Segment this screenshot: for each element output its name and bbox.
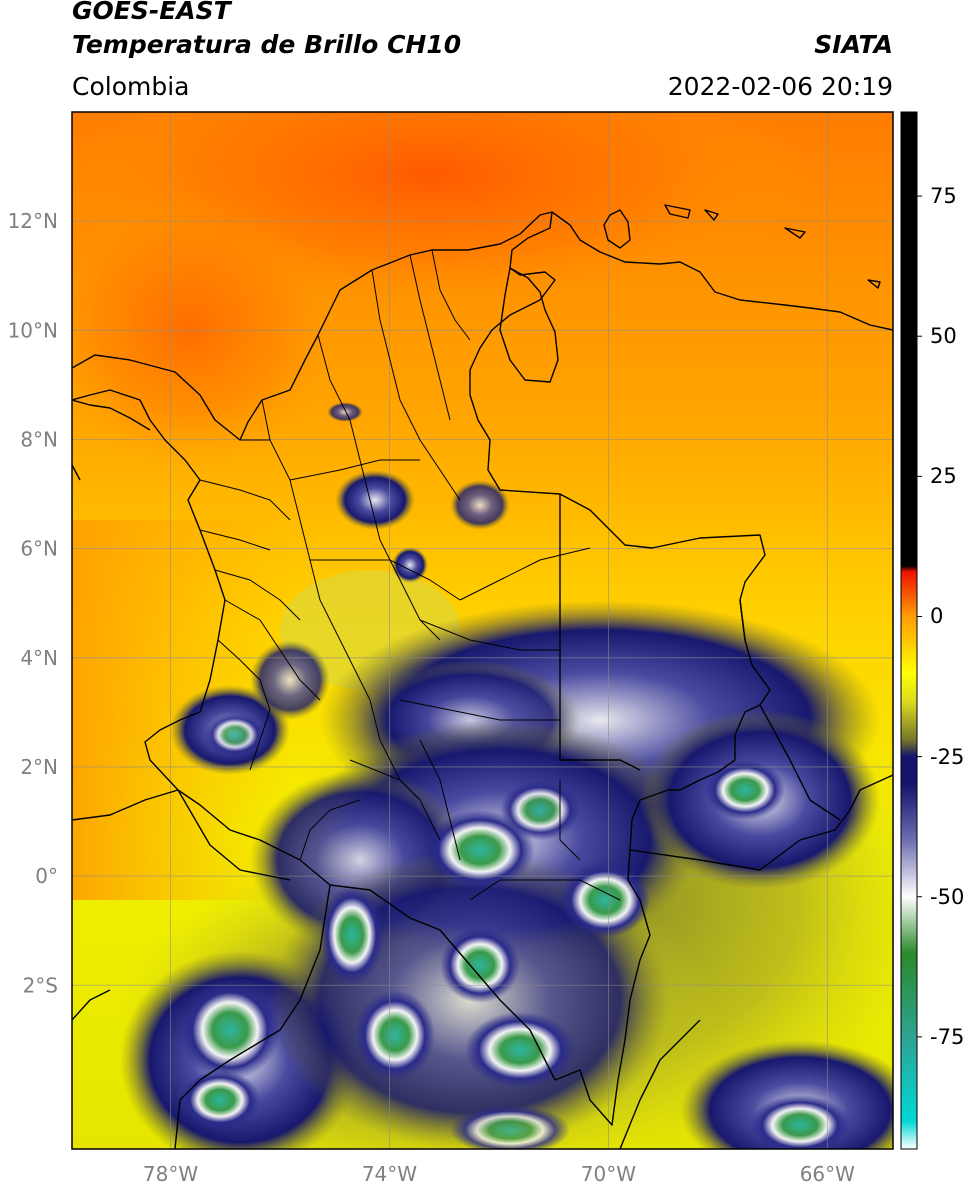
satellite-title: GOES-EAST [72, 0, 231, 25]
lat-tick-label: 2°N [20, 755, 58, 779]
lat-tick-label: 12°N [8, 209, 58, 233]
colorbar-tick-label: 75 [930, 184, 957, 209]
colorbar-tick-label: -25 [930, 744, 965, 769]
agency-label: SIATA [814, 30, 893, 59]
lon-tick-label: 78°W [143, 1162, 198, 1186]
latitude-labels: 12°N 10°N 8°N 6°N 4°N 2°N 0° 2°S [8, 209, 58, 997]
colombia-border [72, 211, 771, 1126]
lon-tick-label: 70°W [581, 1162, 636, 1186]
lat-tick-label: 4°N [20, 646, 58, 670]
cold-cloud-top [320, 885, 384, 985]
lat-tick-label: 10°N [8, 318, 58, 342]
datetime-label: 2022-02-06 20:19 [667, 72, 893, 101]
political-boundaries [72, 204, 893, 1149]
colorbar-tick-label: -50 [930, 884, 965, 909]
product-title: Temperatura de Brillo CH10 [72, 30, 462, 59]
lat-tick-label: 6°N [20, 537, 58, 561]
lon-tick-label: 74°W [362, 1162, 417, 1186]
lat-tick-label: 8°N [20, 427, 58, 451]
map-frame [71, 111, 894, 1150]
colorbar-tick-label: 25 [930, 464, 957, 489]
lat-tick-label: 0° [35, 864, 58, 888]
department-boundaries [199, 249, 621, 901]
colorbar-tick-label: 50 [930, 324, 957, 349]
colorbar-tick-label: 0 [930, 604, 944, 629]
region-label: Colombia [72, 72, 190, 101]
colorbar [900, 111, 922, 1150]
lon-tick-label: 66°W [800, 1162, 855, 1186]
colorbar-tick-label: -75 [930, 1024, 965, 1049]
gridlines [72, 112, 893, 1149]
longitude-labels: 78°W 74°W 70°W 66°W [143, 1162, 855, 1186]
lat-tick-label: 2°S [23, 973, 58, 997]
